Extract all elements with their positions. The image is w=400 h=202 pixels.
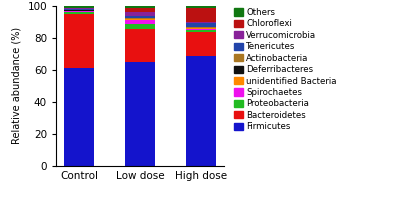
Bar (64, 14, 94, 68)
Bar (186, 27, 216, 28)
Bar (125, 8, 155, 13)
Bar (64, 68, 94, 166)
Bar (125, 62, 155, 166)
Bar (186, 56, 216, 166)
Bar (186, 29, 216, 30)
Bar (186, 22, 216, 23)
Bar (64, 6, 94, 8)
Bar (186, 30, 216, 32)
Bar (125, 29, 155, 62)
Bar (64, 9, 94, 10)
Bar (186, 8, 216, 22)
Y-axis label: Relative abundance (%): Relative abundance (%) (12, 27, 22, 144)
Bar (186, 32, 216, 56)
Bar (64, 11, 94, 12)
Bar (186, 23, 216, 27)
Bar (125, 6, 155, 8)
Bar (125, 13, 155, 16)
Bar (125, 20, 155, 24)
Bar (186, 6, 216, 8)
Bar (64, 8, 94, 9)
Bar (125, 18, 155, 19)
Bar (64, 10, 94, 11)
Bar (64, 12, 94, 14)
Legend: Others, Chloroflexi, Verrucomicrobia, Tenericutes, Actinobacteria, Deferribacter: Others, Chloroflexi, Verrucomicrobia, Te… (233, 7, 338, 132)
Bar (125, 16, 155, 18)
Bar (125, 24, 155, 29)
Bar (125, 19, 155, 20)
Bar (186, 28, 216, 29)
